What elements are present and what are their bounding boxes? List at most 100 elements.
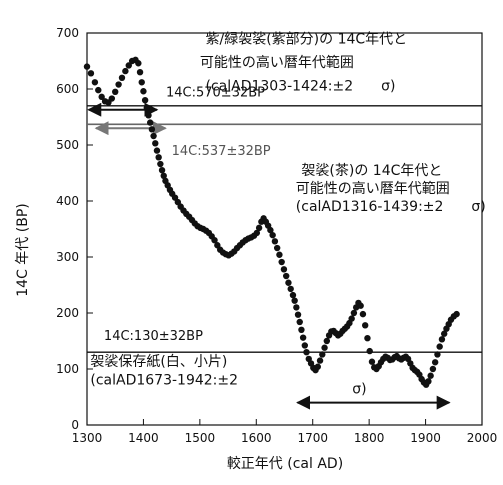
annotation-text: 袈裟保存紙(白、小片) bbox=[90, 354, 227, 370]
reference-line-label: 14C:130±32BP bbox=[104, 329, 203, 344]
x-tick-label: 1400 bbox=[128, 431, 159, 445]
data-point bbox=[269, 231, 276, 239]
data-point bbox=[83, 63, 91, 70]
data-point bbox=[153, 147, 161, 154]
annotation-text: σ) bbox=[352, 382, 366, 398]
data-point bbox=[273, 244, 281, 252]
y-tick-label: 300 bbox=[56, 250, 79, 264]
data-point bbox=[436, 343, 443, 350]
y-tick-label: 700 bbox=[56, 26, 79, 40]
data-point bbox=[150, 132, 157, 140]
y-tick-label: 500 bbox=[56, 138, 79, 152]
annotation-text: (calAD1673-1942:±2 bbox=[90, 373, 238, 389]
x-tick-label: 1800 bbox=[354, 431, 385, 445]
data-point bbox=[211, 237, 218, 244]
data-point bbox=[303, 349, 310, 356]
data-point bbox=[125, 62, 132, 69]
data-point bbox=[87, 70, 95, 77]
annotation-text: (calAD1316-1439:±2 σ) bbox=[296, 199, 486, 215]
y-tick-label: 400 bbox=[56, 194, 79, 208]
data-point bbox=[91, 79, 99, 86]
data-point bbox=[427, 372, 434, 379]
data-point bbox=[301, 342, 309, 349]
data-point bbox=[255, 224, 263, 232]
data-point bbox=[138, 79, 145, 86]
data-point bbox=[289, 291, 297, 299]
x-tick-label: 1500 bbox=[185, 431, 216, 445]
data-point bbox=[319, 351, 326, 358]
annotation-text: 袈裟(茶)の 14C年代と bbox=[301, 163, 442, 179]
data-point bbox=[348, 315, 355, 322]
data-point bbox=[291, 297, 298, 304]
data-point bbox=[112, 88, 119, 96]
y-tick-label: 0 bbox=[71, 418, 79, 432]
x-tick-label: 1900 bbox=[410, 431, 441, 445]
data-point bbox=[282, 272, 290, 280]
data-point bbox=[152, 140, 159, 147]
y-axis-label: 14C 年代 (BP) bbox=[15, 203, 31, 296]
x-tick-label: 2000 bbox=[467, 431, 498, 445]
reference-line-label: 14C:570±32BP bbox=[166, 85, 265, 100]
data-point bbox=[299, 334, 307, 341]
data-point bbox=[160, 172, 167, 179]
data-point bbox=[143, 104, 151, 112]
data-point bbox=[357, 302, 364, 309]
annotation-text: 紫/緑袈裟(紫部分)の 14C年代と bbox=[206, 32, 408, 48]
data-point bbox=[440, 330, 448, 337]
data-point bbox=[122, 67, 129, 75]
data-point bbox=[364, 335, 371, 342]
data-point bbox=[434, 351, 441, 358]
x-axis-label: 較正年代 (cal AD) bbox=[227, 456, 343, 472]
data-point bbox=[298, 326, 305, 333]
data-point bbox=[253, 229, 261, 237]
data-point bbox=[145, 112, 152, 119]
data-point bbox=[366, 347, 373, 355]
data-point bbox=[118, 74, 126, 82]
data-point bbox=[267, 226, 274, 234]
data-point bbox=[316, 357, 324, 364]
x-tick-label: 1300 bbox=[72, 431, 103, 445]
data-point bbox=[278, 258, 285, 266]
y-tick-label: 200 bbox=[56, 306, 79, 320]
data-point bbox=[271, 238, 279, 245]
data-point bbox=[287, 285, 294, 293]
reference-line-label: 14C:537±32BP bbox=[172, 144, 271, 159]
data-point bbox=[140, 88, 147, 95]
data-point bbox=[141, 97, 149, 104]
data-point bbox=[115, 81, 122, 88]
data-point bbox=[158, 167, 166, 174]
data-point bbox=[148, 126, 156, 133]
data-point bbox=[321, 344, 328, 351]
data-point bbox=[368, 358, 376, 365]
data-point bbox=[294, 311, 302, 318]
data-point bbox=[136, 69, 144, 76]
data-point bbox=[431, 359, 439, 366]
data-point bbox=[361, 322, 369, 329]
annotation-text: (calAD1303-1424:±2 σ) bbox=[206, 79, 396, 95]
y-tick-label: 100 bbox=[56, 362, 79, 376]
data-point bbox=[323, 337, 331, 345]
data-point bbox=[438, 336, 446, 343]
plot-area: 1300 1400 1500 1600 1700 1800 1900 2000 0 100 200 3… bbox=[56, 26, 497, 445]
data-point bbox=[453, 310, 460, 318]
data-point bbox=[314, 363, 321, 370]
data-point bbox=[285, 279, 292, 286]
data-point bbox=[95, 86, 102, 94]
x-tick-label: 1700 bbox=[297, 431, 328, 445]
data-point bbox=[293, 304, 300, 311]
data-point bbox=[135, 60, 142, 67]
data-point bbox=[425, 378, 432, 385]
data-point bbox=[98, 93, 105, 101]
data-point bbox=[280, 266, 288, 273]
data-point bbox=[296, 318, 303, 326]
plot-frame bbox=[86, 32, 483, 426]
data-point bbox=[155, 154, 162, 161]
data-point bbox=[429, 365, 437, 373]
data-point bbox=[147, 119, 154, 126]
x-tick-label: 1600 bbox=[241, 431, 272, 445]
annotation-text: 可能性の高い暦年代範囲 bbox=[200, 54, 354, 71]
y-tick-label: 600 bbox=[56, 82, 79, 96]
data-point bbox=[276, 251, 283, 258]
annotation-text: 可能性の高い暦年代範囲 bbox=[296, 180, 450, 197]
